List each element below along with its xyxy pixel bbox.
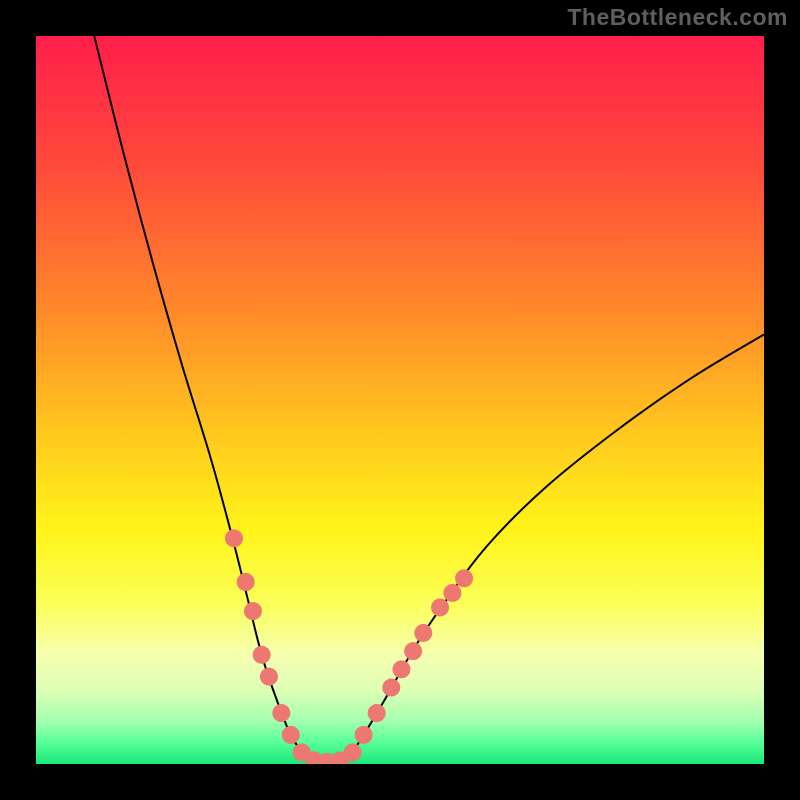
marker-dot (253, 646, 271, 664)
marker-dot (455, 569, 473, 587)
marker-dot (344, 743, 362, 761)
marker-dot (443, 584, 461, 602)
marker-dot (237, 573, 255, 591)
marker-dot (260, 668, 278, 686)
chart-container: TheBottleneck.com (0, 0, 800, 800)
marker-dot (225, 529, 243, 547)
bottleneck-chart (0, 0, 800, 800)
marker-dot (355, 726, 373, 744)
watermark-text: TheBottleneck.com (567, 4, 788, 31)
marker-dot (282, 726, 300, 744)
marker-dot (244, 602, 262, 620)
marker-dot (272, 704, 290, 722)
plot-background (36, 36, 764, 764)
marker-dot (431, 598, 449, 616)
marker-dot (368, 704, 386, 722)
marker-dot (382, 679, 400, 697)
marker-dot (404, 642, 422, 660)
marker-dot (392, 660, 410, 678)
marker-dot (414, 624, 432, 642)
